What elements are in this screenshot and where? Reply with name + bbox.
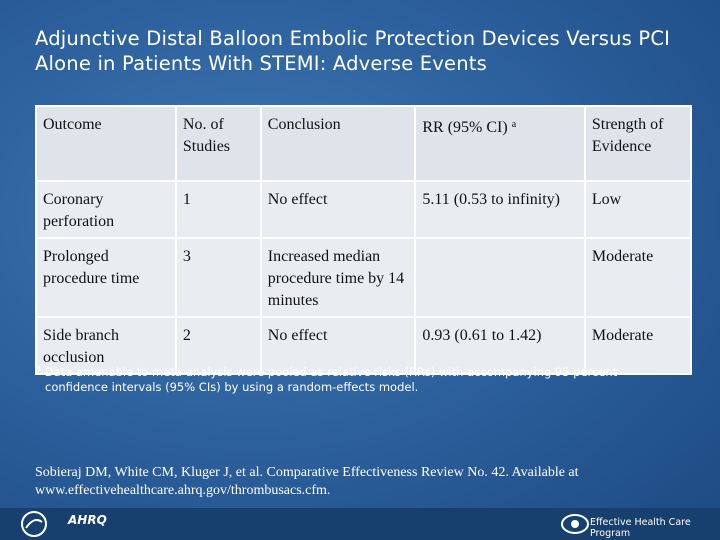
header-text: RR (95% CI)	[422, 119, 508, 136]
table-cell: Coronary perforation	[35, 180, 177, 239]
ehc-logo	[561, 514, 589, 534]
table: Outcome No. of Studies Conclusion RR (95% C…	[35, 105, 693, 375]
header-cell: Outcome	[35, 105, 177, 182]
table-cell: 5.11 (0.53 to infinity)	[414, 180, 586, 239]
table-cell: Increased median procedure time by 14 mi…	[259, 237, 417, 318]
header-text: Strength of Evidence	[591, 116, 664, 155]
header-cell: RR (95% CI) a	[414, 105, 586, 182]
table-row: Coronary perforation 1 No effect 5.11 (0.53…	[35, 180, 693, 239]
table-cell: Moderate	[583, 316, 693, 375]
table-cell: Moderate	[583, 237, 693, 318]
footnote-text: Data amenable to meta-analysis were pool…	[44, 365, 618, 394]
footnote-marker: a	[35, 363, 42, 374]
header-text: No. of Studies	[182, 116, 231, 155]
ahrq-logo-text: AHRQ	[68, 513, 107, 527]
table-cell	[414, 237, 586, 318]
table-row: Side branch occlusion 2 No effect 0.93 (0.6…	[35, 316, 693, 375]
footnote: a Data amenable to meta-analysis were po…	[35, 361, 665, 395]
table-cell: No effect	[259, 180, 417, 239]
header-row: Outcome No. of Studies Conclusion RR (95% C…	[35, 105, 693, 182]
table-cell: 0.93 (0.61 to 1.42)	[414, 316, 586, 375]
table-row: Prolonged procedure time 3 Increased media…	[35, 237, 693, 318]
table-cell: Side branch occlusion	[35, 316, 177, 375]
table-cell: Prolonged procedure time	[35, 237, 177, 318]
header-text: Outcome	[43, 116, 102, 133]
table-cell: 1	[174, 180, 262, 239]
table-cell: No effect	[259, 316, 417, 375]
hhs-logo	[21, 511, 47, 537]
header-cell: No. of Studies	[174, 105, 262, 182]
citation: Sobieraj DM, White CM, Kluger J, et al. …	[35, 465, 579, 498]
table-cell: Low	[583, 180, 693, 239]
table-cell: 2	[174, 316, 262, 375]
slide-title: Adjunctive Distal Balloon Embolic Protec…	[35, 27, 671, 75]
header-cell: Conclusion	[259, 105, 417, 182]
footer-bar	[0, 508, 720, 540]
header-cell: Strength of Evidence	[583, 105, 693, 182]
header-marker: a	[511, 119, 517, 130]
header-text: Conclusion	[267, 116, 341, 133]
ehc-logo-text: Effective Health Care Program	[590, 517, 691, 539]
table-cell: 3	[174, 237, 262, 318]
